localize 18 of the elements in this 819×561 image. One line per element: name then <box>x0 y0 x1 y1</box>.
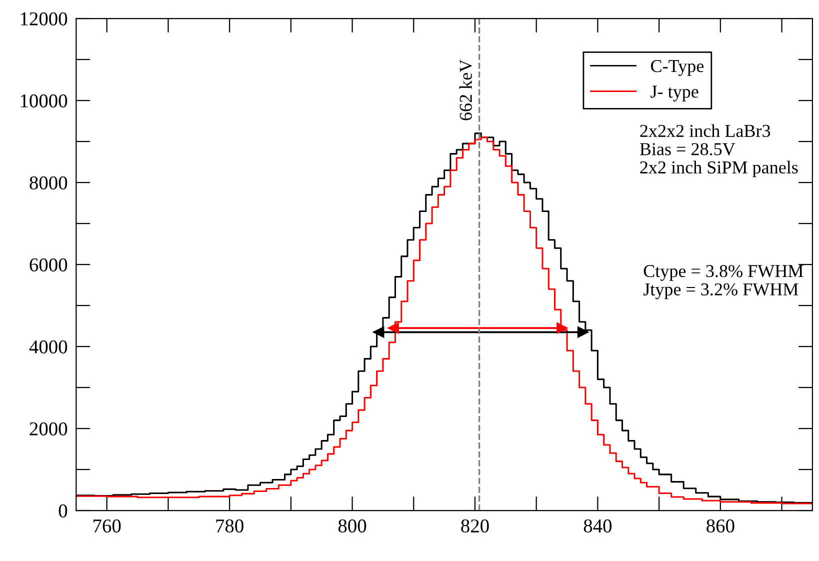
annotation: 2x2x2 inch LaBr3 Bias = 28.5V 2x2 inch SiPM panels <box>640 124 798 178</box>
legend-label: J- type <box>650 86 698 102</box>
y-tick-label: 10000 <box>20 94 68 108</box>
x-tick-label: 780 <box>216 519 244 533</box>
legend-label: C-Type <box>651 60 704 76</box>
y-tick-label: 2000 <box>30 422 68 436</box>
ref-line-label: 662 keV <box>459 60 472 120</box>
x-tick-label: 860 <box>706 519 734 533</box>
x-tick-label: 760 <box>94 519 121 533</box>
x-tick-label: 800 <box>338 519 366 533</box>
x-tick-label: 840 <box>584 519 612 533</box>
y-tick-label: 6000 <box>30 258 68 272</box>
x-tick-label: 820 <box>461 519 489 533</box>
y-tick-label: 12000 <box>20 12 68 26</box>
y-tick-label: 8000 <box>30 176 68 190</box>
y-tick-label: 0 <box>58 504 68 518</box>
y-tick-label: 4000 <box>29 340 68 354</box>
annotation: Ctype = 3.8% FWHM Jtype = 3.2% FWHM <box>643 264 804 300</box>
